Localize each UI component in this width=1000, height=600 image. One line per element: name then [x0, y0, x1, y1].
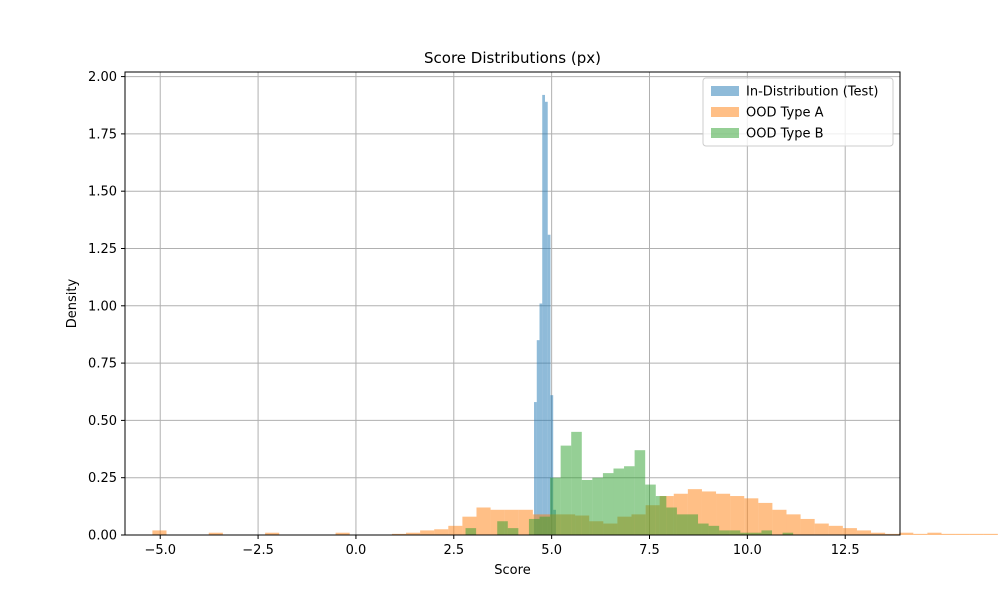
histogram-bar — [750, 532, 762, 535]
axis-ticks: −5.0 −2.5 0.0 2.5 5.0 7.5 10.0 12.5 0.00 0.25 0.50… — [88, 70, 860, 558]
histogram-bar — [716, 493, 731, 535]
histogram-bar — [730, 496, 745, 535]
histogram-bar — [871, 532, 886, 535]
series-2-bars — [465, 431, 794, 535]
x-tick-label: 10.0 — [733, 543, 762, 558]
histogram-bar — [406, 532, 421, 535]
histogram-bar — [719, 530, 730, 535]
y-tick-label: 1.00 — [88, 299, 117, 314]
y-tick-label: 1.25 — [88, 242, 117, 257]
x-tick-label: 0.0 — [346, 543, 367, 558]
histogram-bar — [708, 525, 720, 535]
legend-entries: In-Distribution (Test) OOD Type A OOD Type… — [711, 85, 878, 142]
legend-box — [702, 77, 894, 147]
histogram-bar — [782, 532, 794, 535]
histogram-bar — [969, 533, 984, 535]
histogram-bar — [698, 523, 709, 535]
chart-title: Score Distributions (px) — [424, 49, 601, 67]
x-tick-label: 5.0 — [541, 543, 562, 558]
legend-label: OOD Type B — [746, 127, 824, 142]
histogram-bar — [800, 518, 815, 535]
histogram-bar — [542, 94, 545, 536]
histogram-bar — [983, 533, 998, 535]
histogram-bar — [335, 532, 350, 535]
histogram-bar — [434, 529, 449, 535]
histogram-bar — [476, 507, 491, 535]
histogram-bar — [856, 530, 872, 535]
histogram-bar — [786, 514, 801, 535]
histogram-bar — [772, 509, 787, 535]
histogram-bar — [448, 525, 463, 535]
histogram-bar — [539, 516, 551, 535]
histogram-bar — [265, 532, 280, 535]
histogram-bar — [634, 450, 646, 535]
y-tick-label: 0.75 — [88, 357, 117, 372]
histogram-bar — [592, 477, 603, 535]
histogram-bar — [560, 445, 572, 535]
histogram-bar — [507, 528, 519, 535]
histogram-bar — [645, 484, 656, 535]
y-tick-label: 2.00 — [88, 70, 117, 85]
histogram-bar — [420, 530, 435, 535]
legend-label: OOD Type A — [746, 106, 824, 121]
histogram-bar — [729, 530, 741, 535]
y-tick-label: 1.75 — [88, 127, 117, 142]
histogram-bar — [528, 518, 540, 535]
histogram-bar — [955, 533, 970, 535]
histogram-bar — [885, 533, 900, 535]
histogram-bar — [208, 532, 223, 535]
x-tick-label: 12.5 — [831, 543, 860, 558]
y-tick-label: 0.50 — [88, 414, 117, 429]
histogram-bar — [828, 525, 843, 535]
histogram-bar — [740, 532, 751, 535]
histogram-bar — [613, 468, 625, 535]
histogram-bar — [655, 496, 667, 535]
legend-swatch — [711, 86, 739, 96]
histogram-bar — [899, 532, 914, 535]
histogram-bar — [539, 303, 543, 535]
x-tick-label: 2.5 — [443, 543, 464, 558]
x-tick-label: 7.5 — [639, 543, 660, 558]
y-axis-title: Density — [65, 278, 80, 328]
histogram-bar — [152, 530, 167, 535]
histogram-bar — [602, 473, 614, 535]
histogram-bar — [391, 533, 407, 535]
legend-swatch — [711, 107, 739, 117]
histogram-bar — [544, 101, 548, 535]
histogram-bar — [761, 530, 773, 535]
histogram-bar — [842, 528, 857, 535]
histogram-bar — [581, 479, 593, 535]
histogram-bars — [152, 94, 998, 536]
histogram-bar — [666, 507, 677, 535]
histogram-bar — [624, 466, 635, 535]
legend-label: In-Distribution (Test) — [746, 85, 878, 100]
histogram-bar — [814, 523, 829, 535]
histogram-bar — [687, 514, 699, 535]
histogram-bar — [571, 431, 582, 535]
plot-frame — [124, 71, 901, 536]
histogram-bar — [465, 528, 477, 535]
histogram-bar — [536, 340, 540, 535]
histogram-bar — [913, 533, 928, 535]
y-tick-label: 1.50 — [88, 185, 117, 200]
legend: In-Distribution (Test) OOD Type A OOD Type… — [702, 77, 894, 147]
histogram-bar — [550, 395, 554, 535]
histogram-bar — [550, 477, 561, 535]
x-axis-title: Score — [494, 563, 530, 578]
y-tick-label: 0.25 — [88, 471, 117, 486]
legend-swatch — [711, 128, 739, 138]
histogram-bar — [927, 532, 942, 535]
histogram-bar — [941, 533, 956, 535]
y-tick-label: 0.00 — [88, 529, 117, 544]
histogram-bar — [758, 502, 773, 535]
x-tick-label: −2.5 — [242, 543, 274, 558]
histogram-bar — [744, 498, 759, 535]
histogram-bar — [497, 521, 508, 535]
histogram-bar — [676, 514, 688, 535]
histogram-bar — [547, 234, 551, 536]
histogram-bar — [534, 402, 537, 535]
x-tick-label: −5.0 — [144, 543, 176, 558]
